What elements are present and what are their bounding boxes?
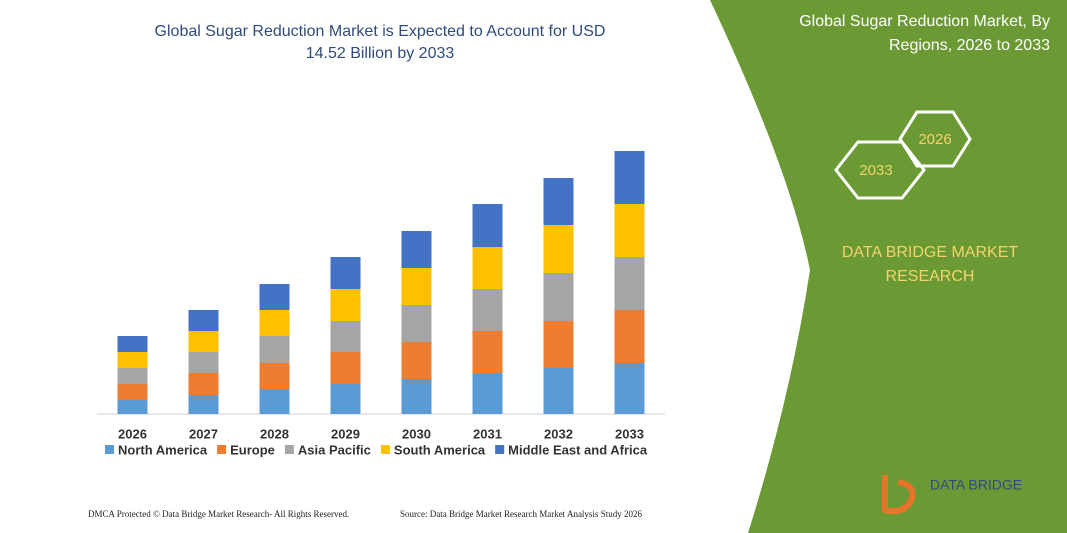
bar-segment (117, 384, 148, 400)
bar-segment (614, 310, 645, 363)
bar-segment (614, 257, 645, 310)
brand-text: DATA BRIDGE MARKET RESEARCH (842, 244, 1019, 285)
bar-segment (259, 310, 290, 336)
bar-segment (614, 363, 645, 414)
legend-swatch (105, 445, 114, 454)
hex-label: 2033 (859, 162, 892, 179)
legend-label: Asia Pacific (298, 442, 371, 457)
bar-segment (401, 379, 432, 414)
bar-segment (330, 384, 361, 414)
bar-segment (117, 368, 148, 384)
panel-title: Global Sugar Reduction Market, By Regions… (799, 13, 1050, 54)
footer-right: Source: Data Bridge Market Research Mark… (400, 509, 642, 519)
x-tick-label: 2030 (402, 426, 431, 441)
legend-swatch (495, 445, 505, 454)
hex-label: 2026 (918, 131, 951, 148)
legend-label: North America (118, 442, 208, 457)
bar-segment (330, 257, 361, 289)
bar-segment (259, 336, 290, 363)
bar-segment (330, 321, 361, 352)
x-tick-label: 2032 (544, 426, 573, 441)
bar-segment (472, 204, 503, 247)
bar-segment (188, 352, 219, 373)
bar-segment (188, 331, 219, 352)
bar-segment (472, 247, 503, 289)
bar-segment (259, 363, 290, 389)
x-tick-label: 2028 (260, 426, 289, 441)
x-tick-label: 2029 (331, 426, 360, 441)
bar-segment (401, 231, 432, 268)
bar-segment (472, 373, 503, 414)
bar-segment (614, 204, 645, 257)
bar-segment (472, 331, 503, 373)
bar-segment (188, 373, 219, 395)
bar-segment (401, 268, 432, 305)
bar-segment (543, 273, 574, 321)
hexagon (898, 110, 972, 168)
bar-segment (330, 352, 361, 384)
bar-segment (614, 151, 645, 204)
logo-text: DATA BRIDGE (930, 477, 1022, 493)
x-tick-label: 2033 (615, 426, 644, 441)
bar-segment (259, 389, 290, 414)
footer-left: DMCA Protected © Data Bridge Market Rese… (88, 509, 349, 519)
x-tick-label: 2031 (473, 426, 502, 441)
bar-segment (330, 289, 361, 321)
bar-segment (188, 310, 219, 331)
bar-segment (117, 352, 148, 368)
bar-segment (543, 225, 574, 273)
bar-segment (543, 368, 574, 414)
legend-swatch (380, 445, 390, 454)
green-panel (710, 0, 1067, 533)
bar-segment (472, 289, 503, 331)
legend-label: Middle East and Africa (508, 442, 648, 457)
logo-mark (882, 475, 916, 515)
legend-label: Europe (230, 442, 275, 457)
legend-swatch (284, 445, 294, 454)
x-tick-label: 2027 (189, 426, 218, 441)
x-tick-label: 2026 (118, 426, 147, 441)
legend-label: South America (394, 442, 486, 457)
bar-segment (543, 178, 574, 225)
bar-segment (259, 284, 290, 310)
bar-segment (188, 395, 219, 414)
legend-swatch (217, 445, 227, 454)
bar-segment (401, 342, 432, 379)
bar-segment (117, 400, 148, 414)
bar-segment (401, 305, 432, 342)
chart-title: Global Sugar Reduction Market is Expecte… (155, 23, 606, 62)
bar-segment (117, 336, 148, 352)
bar-segment (543, 321, 574, 368)
